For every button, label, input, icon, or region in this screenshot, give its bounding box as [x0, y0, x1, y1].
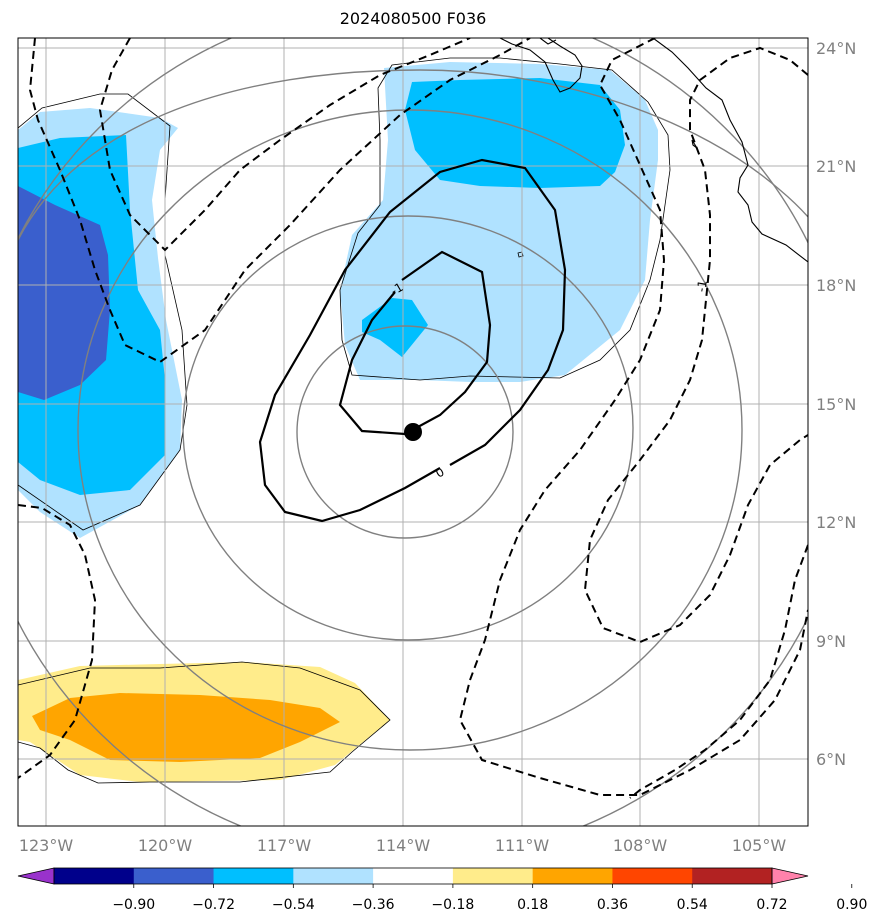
shade-south-orange: [32, 693, 340, 762]
colorbar-cell: [612, 868, 693, 884]
colorbar-label: 0.90: [836, 897, 867, 913]
lat-label: 12°N: [816, 513, 856, 532]
contour-outer: [258, 158, 567, 523]
colorbar-cell: [452, 868, 534, 884]
colorbar-label: 0.54: [677, 897, 708, 913]
lon-label: 117°W: [257, 836, 312, 855]
colorbar-cell: [532, 868, 613, 884]
lat-label: 6°N: [816, 750, 846, 769]
lon-label: 105°W: [732, 836, 787, 855]
lon-label: 114°W: [376, 836, 431, 855]
lon-label: 111°W: [495, 836, 550, 855]
colorbar-cell: [293, 868, 374, 884]
plot-frame: [17, 37, 809, 827]
colorbar-cell: [54, 868, 135, 884]
shade-center-blue: [405, 78, 625, 188]
shaded-field: [18, 62, 658, 782]
solid-contours: [258, 158, 567, 523]
range-ring-3: [77, 109, 743, 751]
lon-label: 123°W: [19, 836, 74, 855]
storm-center-marker: [404, 423, 422, 441]
map-grid: [18, 38, 808, 826]
colorbar-frame: [53, 867, 773, 885]
contour-label: -1: [694, 279, 710, 293]
range-rings: [18, 38, 808, 826]
range-ring-1: [296, 325, 514, 539]
colorbar-label: −0.72: [192, 897, 235, 913]
lat-labels: 6°N 9°N 12°N 15°N 18°N 21°N 24°N: [816, 39, 856, 769]
contour-label: 0: [433, 465, 447, 481]
range-ring-5: [18, 69, 808, 241]
lat-label: 15°N: [816, 395, 856, 414]
colorbar-cell: [213, 868, 294, 884]
colorbar-cell: [133, 868, 215, 884]
lat-label: 9°N: [816, 632, 846, 651]
lon-label: 108°W: [613, 836, 668, 855]
colorbar-label: 0.18: [517, 897, 548, 913]
lon-label: 120°W: [138, 836, 193, 855]
range-ring-2: [182, 215, 634, 641]
colorbar-label: −0.36: [352, 897, 395, 913]
dashed-contours: [18, 38, 808, 799]
lon-labels: 123°W 120°W 117°W 114°W 111°W 108°W 105°…: [19, 836, 787, 855]
colorbar-label: 0.72: [756, 897, 787, 913]
colorbar-label: −0.18: [431, 897, 474, 913]
colorbar-cell: [692, 868, 773, 884]
coastline: [499, 38, 808, 263]
lat-label: 24°N: [816, 39, 856, 58]
shade-nw-dark-blue: [18, 186, 110, 400]
colorbar-label: −0.54: [272, 897, 315, 913]
contour-inner: [338, 250, 492, 436]
map-title: 2024080500 F036: [339, 9, 487, 28]
colorbar-cell: [373, 868, 454, 884]
colorbar-label: 0.36: [597, 897, 628, 913]
lat-label: 21°N: [816, 157, 856, 176]
lat-label: 18°N: [816, 276, 856, 295]
colorbar-label: −0.90: [112, 897, 155, 913]
colorbar-extend-low: [17, 867, 55, 885]
colorbar: −0.90 −0.72 −0.54 −0.36 −0.18 0.18 0.36 0.54 0.7…: [17, 867, 867, 913]
colorbar-extend-high: [771, 867, 809, 885]
